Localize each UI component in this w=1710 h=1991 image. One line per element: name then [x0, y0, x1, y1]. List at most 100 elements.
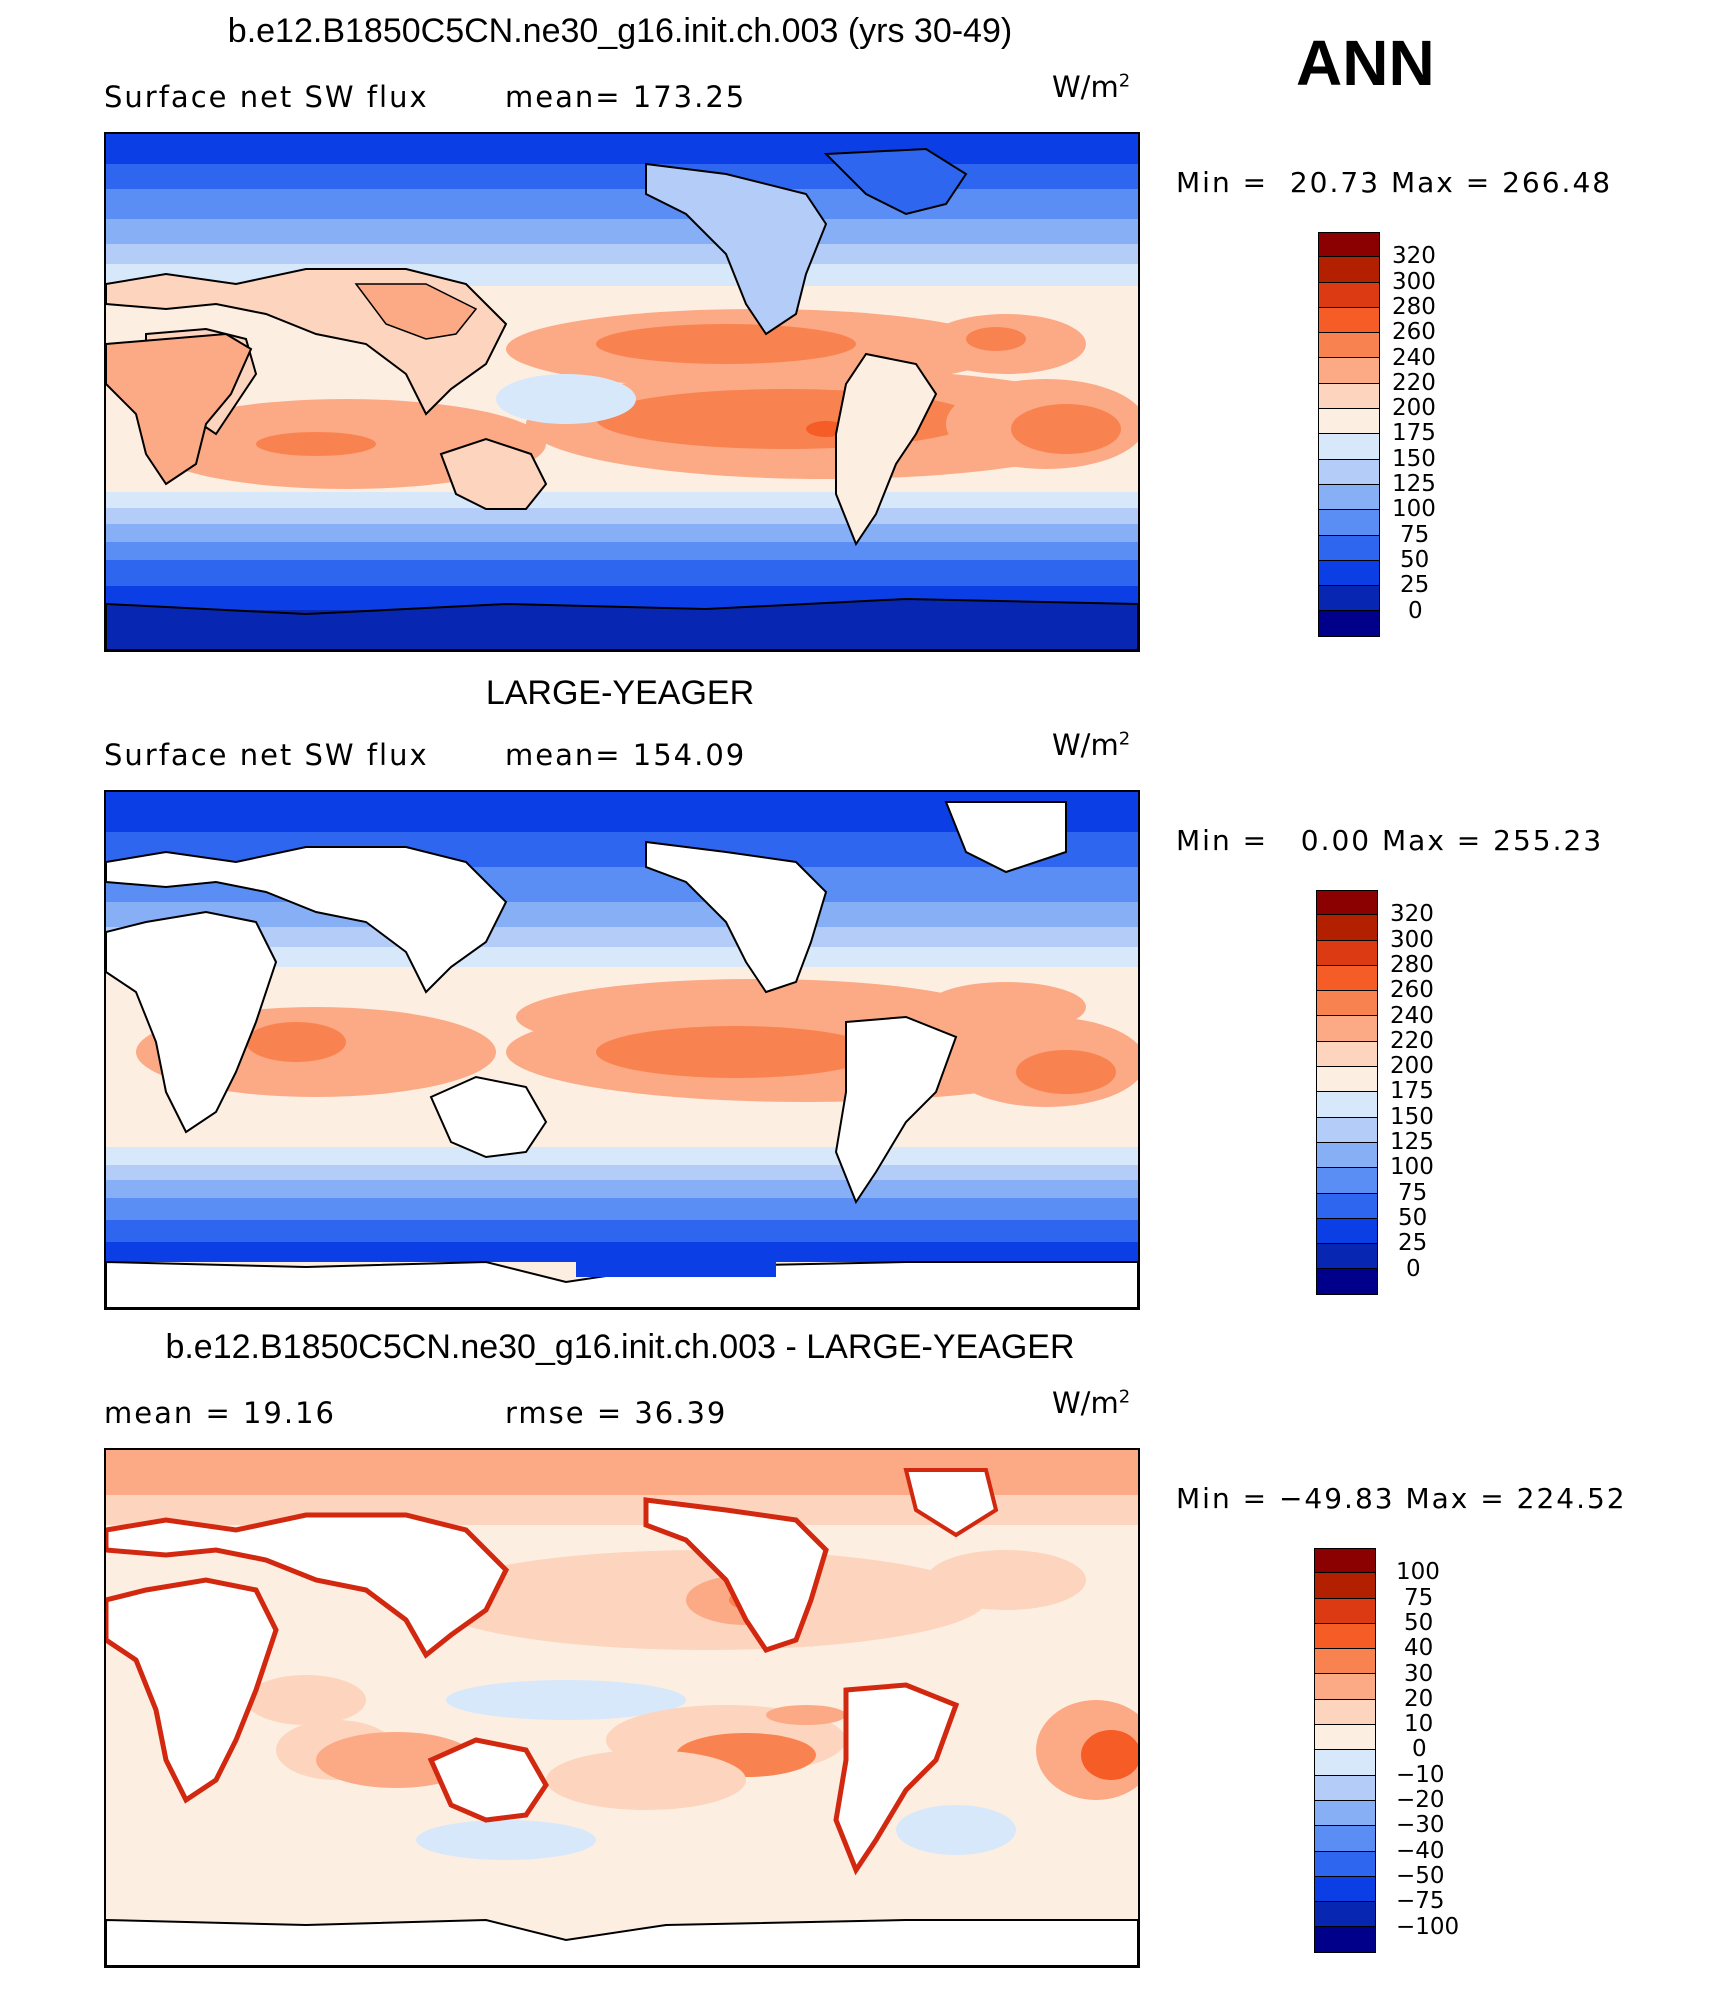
colorbar-tick-label: −30 — [1396, 1812, 1445, 1839]
colorbar-swatch — [1316, 1041, 1378, 1068]
colorbar-tick-label: 260 — [1390, 977, 1434, 1004]
panel3-colorbar-labels: 100 75 50 40 30 20 10 0 −10 −20 −30 −40 −50 −75 −100 — [1396, 1548, 1486, 1952]
colorbar-swatch — [1314, 1826, 1376, 1852]
panel1-variable-label: Surface net SW flux — [104, 80, 429, 114]
colorbar-tick-label: 200 — [1392, 395, 1436, 422]
colorbar-swatch — [1314, 1573, 1376, 1599]
colorbar-swatch — [1316, 1193, 1378, 1219]
panel1-title: b.e12.B1850C5CN.ne30_g16.init.ch.003 (yr… — [227, 12, 1013, 50]
panel3-min-label: Min = — [1176, 1482, 1269, 1515]
colorbar-tick-label: 0 — [1406, 1255, 1421, 1282]
colorbar-swatch — [1314, 1800, 1376, 1827]
colorbar-swatch — [1316, 1117, 1378, 1143]
colorbar-tick-label: 150 — [1392, 445, 1436, 472]
colorbar-tick-label: 175 — [1392, 420, 1436, 447]
panel2-variable-label: Surface net SW flux — [104, 738, 429, 772]
panel2-mean-label: mean= — [505, 738, 622, 772]
panel2-map-svg — [106, 792, 1138, 1308]
colorbar-tick-label: 125 — [1390, 1129, 1434, 1155]
colorbar-swatch — [1316, 991, 1378, 1017]
panel3-rmse-value: 36.39 — [634, 1396, 728, 1430]
panel1-mean-value: 173.25 — [632, 80, 747, 114]
colorbar-tick-label: 30 — [1404, 1660, 1434, 1687]
colorbar-tick-label: 280 — [1392, 293, 1436, 320]
panel2-units-text: W/m — [1052, 728, 1119, 762]
colorbar-swatch — [1318, 484, 1380, 511]
colorbar-swatch — [1316, 1016, 1378, 1042]
colorbar-swatch — [1318, 434, 1380, 460]
colorbar-tick-label: −100 — [1396, 1913, 1460, 1940]
colorbar-tick-label: 320 — [1392, 243, 1436, 270]
panel2-units-sup: 2 — [1118, 728, 1131, 750]
colorbar-tick-label: 25 — [1400, 572, 1430, 599]
colorbar-tick-label: 100 — [1390, 1154, 1434, 1181]
panel1-map — [104, 132, 1140, 652]
panel3-map-svg — [106, 1450, 1138, 1966]
colorbar-tick-label: 125 — [1392, 471, 1436, 497]
panel3-colorbar — [1314, 1548, 1376, 1953]
colorbar-swatch — [1314, 1598, 1376, 1624]
panel3-units-text: W/m — [1052, 1386, 1119, 1420]
colorbar-tick-label: 240 — [1392, 344, 1436, 371]
panel3-rmse-label: rmse = — [505, 1396, 624, 1430]
colorbar-tick-label: 40 — [1404, 1635, 1434, 1662]
colorbar-tick-label: 0 — [1412, 1736, 1427, 1763]
colorbar-swatch — [1314, 1775, 1376, 1801]
panel2-max-label: Max = — [1382, 824, 1483, 857]
panel2-mean-value: 154.09 — [632, 738, 747, 772]
panel2-min-value: 0.00 — [1300, 824, 1372, 857]
colorbar-swatch — [1314, 1902, 1376, 1928]
colorbar-swatch — [1316, 1142, 1378, 1169]
colorbar-swatch — [1316, 1067, 1378, 1093]
colorbar-swatch — [1316, 1092, 1378, 1118]
colorbar-swatch — [1314, 1623, 1376, 1650]
colorbar-tick-label: 175 — [1390, 1078, 1434, 1105]
panel2-colorbar — [1316, 890, 1378, 1295]
colorbar-swatch — [1314, 1649, 1376, 1675]
panel2-mean-stat: mean= 154.09 — [505, 738, 746, 772]
colorbar-tick-label: 75 — [1400, 521, 1430, 548]
panel1-max-value: 266.48 — [1502, 166, 1613, 199]
colorbar-tick-label: 260 — [1392, 319, 1436, 346]
colorbar-swatch — [1314, 1674, 1376, 1700]
colorbar-tick-label: −75 — [1396, 1888, 1445, 1915]
colorbar-tick-label: 75 — [1404, 1584, 1434, 1611]
colorbar-swatch — [1314, 1927, 1376, 1953]
colorbar-tick-label: 220 — [1390, 1027, 1434, 1054]
colorbar-tick-label: 75 — [1398, 1179, 1428, 1206]
colorbar-tick-label: 320 — [1390, 901, 1434, 928]
panel2-min-label: Min = — [1176, 824, 1269, 857]
panel2-title: LARGE-YEAGER — [485, 674, 755, 712]
panel2-units: W/m2 — [1052, 728, 1130, 762]
colorbar-tick-label: 100 — [1396, 1559, 1440, 1586]
colorbar-tick-label: 200 — [1390, 1053, 1434, 1080]
panel3-min-value: −49.83 — [1278, 1482, 1395, 1515]
colorbar-swatch — [1314, 1876, 1376, 1903]
colorbar-swatch — [1316, 1269, 1378, 1295]
panel1-max-label: Max = — [1390, 166, 1492, 199]
panel3-mean-label: mean = — [104, 1396, 232, 1430]
colorbar-swatch — [1316, 940, 1378, 966]
colorbar-swatch — [1318, 307, 1380, 334]
panel3-max-value: 224.52 — [1516, 1482, 1627, 1515]
panel1-mean-stat: mean= 173.25 — [505, 80, 746, 114]
colorbar-swatch — [1318, 232, 1380, 258]
panel1-units: W/m2 — [1052, 70, 1130, 104]
panel2-colorbar-labels: 320 300 280 260 240 220 200 175 150 125 100 75 50 25 0 — [1390, 890, 1470, 1294]
panel3-units-sup: 2 — [1118, 1386, 1131, 1408]
colorbar-tick-label: 0 — [1408, 597, 1423, 624]
colorbar-swatch — [1314, 1725, 1376, 1751]
panel3-rmse-stat: rmse = 36.39 — [505, 1396, 727, 1430]
panel1-min-label: Min = — [1176, 166, 1269, 199]
panel1-min-value: 20.73 — [1289, 166, 1381, 199]
panel1-units-sup: 2 — [1118, 70, 1131, 92]
panel2-max-value: 255.23 — [1493, 824, 1604, 857]
colorbar-tick-label: 220 — [1392, 369, 1436, 396]
colorbar-swatch — [1318, 535, 1380, 561]
colorbar-tick-label: 25 — [1398, 1230, 1428, 1257]
panel3-mean-value: 19.16 — [242, 1396, 337, 1430]
colorbar-swatch — [1318, 358, 1380, 384]
colorbar-tick-label: 10 — [1404, 1711, 1434, 1738]
panel1-minmax: Min = 20.73 Max = 266.48 — [1176, 166, 1612, 199]
colorbar-swatch — [1316, 1218, 1378, 1245]
